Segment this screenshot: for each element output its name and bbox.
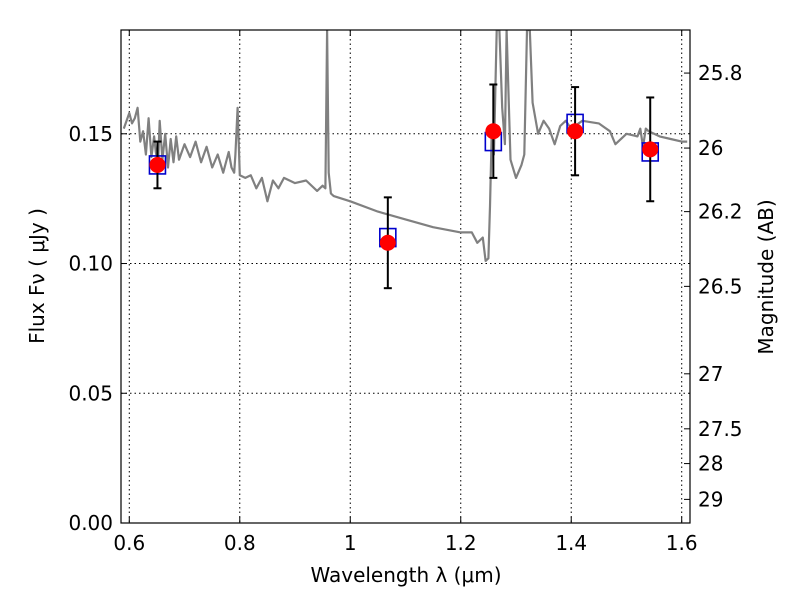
marker-layer — [148, 83, 660, 290]
axis-layer: 0.6 0.8 1 1.2 1.4 1.6 0.00 0.05 0.10 0.15 25.8 26 26… — [68, 29, 743, 555]
x-tick-label: 0.8 — [224, 531, 256, 555]
observed-flux-point — [379, 234, 396, 251]
x-tick-label: 1.2 — [445, 531, 477, 555]
y2-tick-label: 26.5 — [698, 274, 743, 298]
x-tick-label: 1.6 — [666, 531, 698, 555]
y2-tick-label: 29 — [698, 487, 723, 511]
plot-frame — [120, 29, 691, 524]
x-axis-title: Wavelength λ (μm) — [310, 563, 501, 587]
y2-axis-title: Magnitude (AB) — [754, 199, 778, 354]
y2-tick-label: 28 — [698, 452, 723, 476]
y2-tick-label: 27.5 — [698, 417, 743, 441]
y-tick-label: 0.10 — [68, 252, 113, 276]
spectrum-layer — [122, 30, 688, 262]
x-tick-label: 1 — [344, 531, 357, 555]
observed-flux-point — [485, 123, 502, 140]
y2-tick-label: 25.8 — [698, 61, 743, 85]
observed-flux-point — [567, 123, 584, 140]
y-axis-title: Flux Fν ( μJy ) — [25, 208, 49, 344]
observed-flux-point — [642, 141, 659, 158]
y2-tick-label: 26.2 — [698, 200, 743, 224]
y-tick-label: 0.15 — [68, 122, 113, 146]
y-tick-label: 0.05 — [68, 381, 113, 405]
grid-layer — [121, 30, 690, 524]
y2-tick-label: 26 — [698, 136, 723, 160]
spectrum-line — [122, 30, 688, 262]
observed-flux-point — [149, 156, 166, 173]
x-tick-label: 1.4 — [555, 531, 587, 555]
y2-tick-label: 27 — [698, 362, 723, 386]
y-tick-label: 0.00 — [68, 511, 113, 535]
x-tick-label: 0.6 — [113, 531, 145, 555]
